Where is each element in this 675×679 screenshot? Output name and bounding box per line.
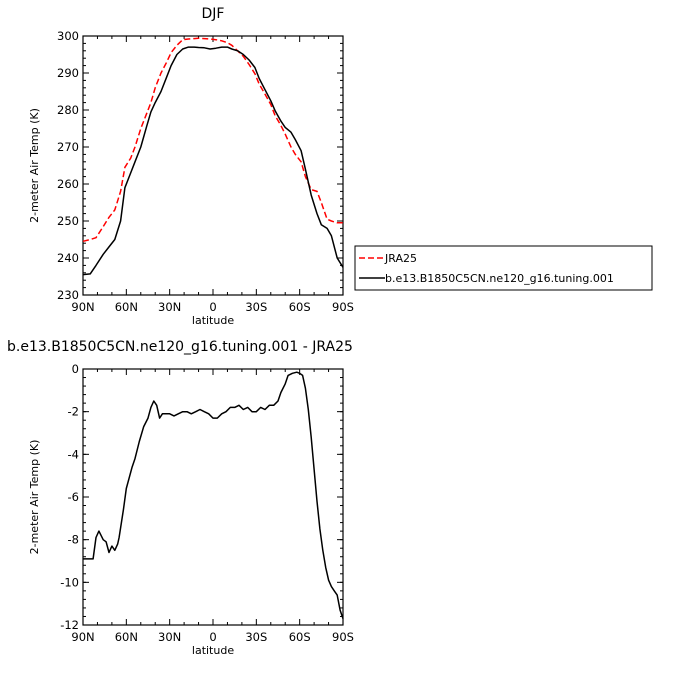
y-tick-label: 240 [57, 251, 79, 265]
chart-title: b.e13.B1850C5CN.ne120_g16.tuning.001 - J… [7, 339, 353, 355]
x-tick-label: 60S [289, 300, 311, 314]
y-tick-label: 260 [57, 177, 79, 191]
y-tick-label: 300 [57, 29, 79, 43]
x-tick-label: 60N [115, 300, 138, 314]
y-tick-label: -4 [68, 447, 79, 461]
y-tick-label: 0 [72, 362, 79, 376]
series-line-1 [83, 371, 344, 619]
y-tick-label: -8 [68, 533, 79, 547]
legend-label: JRA25 [384, 252, 417, 265]
bottom-panel: b.e13.B1850C5CN.ne120_g16.tuning.001 - J… [7, 339, 354, 657]
x-tick-label: 30S [245, 630, 267, 644]
y-tick-label: 250 [57, 214, 79, 228]
plot-frame [82, 368, 344, 626]
y-tick-label: 290 [57, 66, 79, 80]
y-tick-label: -2 [68, 405, 79, 419]
x-tick-label: 60S [289, 630, 311, 644]
legend-label: b.e13.B1850C5CN.ne120_g16.tuning.001 [385, 272, 614, 285]
x-axis-label: latitude [192, 314, 234, 327]
chart-title: DJF [202, 6, 225, 22]
x-tick-label: 30S [245, 300, 267, 314]
x-tick-label: 0 [209, 300, 216, 314]
x-tick-label: 90S [332, 630, 354, 644]
x-axis-label: latitude [192, 644, 234, 657]
x-tick-label: 60N [115, 630, 138, 644]
x-tick-label: 90N [71, 300, 94, 314]
x-tick-label: 30N [158, 300, 181, 314]
series-line-2 [82, 46, 344, 276]
y-axis-label: 2-meter Air Temp (K) [28, 440, 41, 555]
series-line-1 [82, 37, 343, 243]
y-axis-label: 2-meter Air Temp (K) [28, 108, 41, 223]
y-tick-label: -10 [60, 575, 79, 589]
legend-box [354, 245, 653, 291]
x-tick-label: 30N [158, 630, 181, 644]
y-tick-label: 230 [57, 288, 79, 302]
y-tick-label: -6 [68, 490, 79, 504]
x-tick-label: 0 [209, 630, 216, 644]
x-tick-label: 90N [71, 630, 94, 644]
x-tick-label: 90S [332, 300, 354, 314]
top-panel: DJF 90N 60N 30N 0 30S 60S 90S 230 240 250 260 270 280… [28, 6, 653, 327]
y-tick-label: -12 [60, 618, 79, 632]
y-tick-label: 270 [57, 140, 79, 154]
y-tick-label: 280 [57, 103, 79, 117]
